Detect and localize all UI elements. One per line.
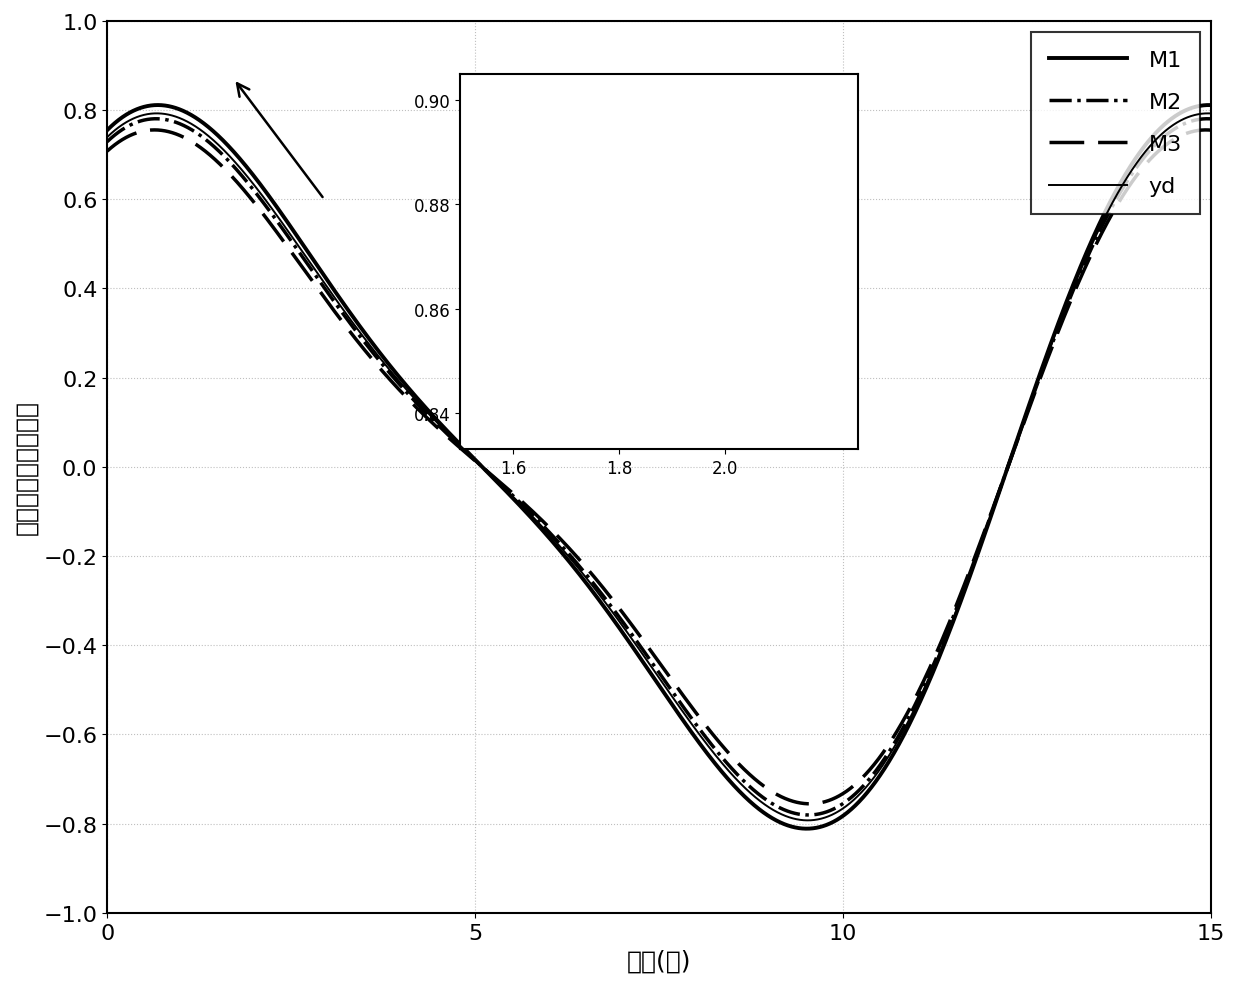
M1 (522, 510, 536, 522)
M3 (1203, 125, 1218, 137)
M2 (99, 137, 114, 149)
Line: M1: M1 (107, 106, 1211, 829)
yd (149, 108, 164, 120)
X-axis label: 时间(秒): 时间(秒) (627, 949, 691, 972)
M3 (818, 796, 833, 808)
M1 (924, 670, 939, 682)
Line: yd: yd (107, 114, 1211, 820)
M2 (149, 113, 164, 125)
M1 (1203, 100, 1218, 111)
M3 (1007, 442, 1022, 454)
M1 (1007, 441, 1022, 453)
M1 (300, 246, 315, 258)
M3 (762, 784, 777, 796)
M2 (1203, 113, 1218, 125)
yd (818, 811, 833, 823)
yd (1007, 441, 1022, 453)
M1 (150, 100, 165, 111)
M2 (522, 506, 536, 518)
M3 (803, 798, 818, 810)
M3 (300, 269, 315, 281)
M3 (99, 146, 114, 158)
M2 (800, 810, 815, 821)
M3 (1198, 125, 1213, 137)
M2 (924, 665, 939, 676)
M1 (799, 823, 814, 835)
yd (800, 814, 815, 826)
M2 (818, 807, 833, 818)
Line: M3: M3 (107, 131, 1211, 804)
M1 (762, 810, 777, 822)
M2 (762, 796, 777, 808)
yd (1203, 108, 1218, 120)
M3 (522, 503, 536, 515)
Legend: M1, M2, M3, yd: M1, M2, M3, yd (1031, 33, 1199, 215)
yd (522, 508, 536, 520)
M2 (300, 259, 315, 271)
M3 (923, 660, 938, 671)
yd (762, 802, 777, 813)
Y-axis label: 关节角位置（弧度）: 关节角位置（弧度） (14, 400, 38, 534)
M1 (99, 125, 114, 137)
yd (300, 254, 315, 266)
yd (924, 667, 939, 678)
Line: M2: M2 (107, 119, 1211, 815)
M2 (1007, 441, 1022, 453)
yd (99, 132, 114, 144)
M1 (818, 819, 833, 831)
